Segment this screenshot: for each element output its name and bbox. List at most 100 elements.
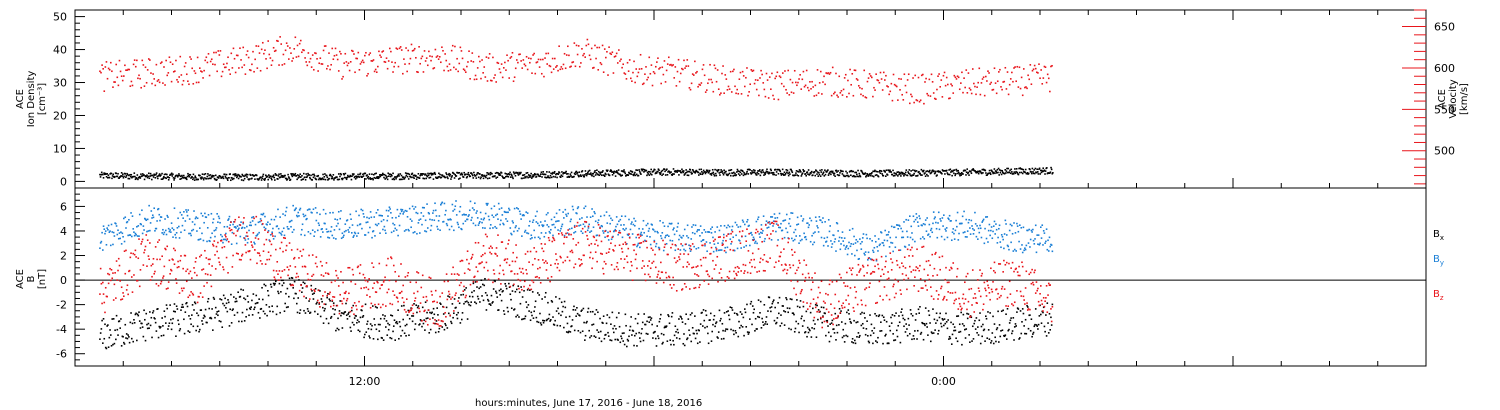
by-series-point	[371, 236, 373, 239]
by-series-point	[174, 233, 176, 236]
ion-density-series-point	[119, 175, 122, 178]
by-series-point	[151, 214, 154, 217]
ion-density-series-point	[599, 173, 602, 175]
by-series-point	[325, 228, 328, 230]
velocity-series-point	[697, 85, 699, 88]
velocity-series-point	[516, 59, 518, 61]
velocity-series-point	[233, 57, 236, 60]
ion-density-series-point	[801, 173, 803, 176]
bx-series-point	[349, 326, 352, 329]
velocity-series-point	[123, 75, 125, 77]
by-series-point	[778, 226, 780, 229]
bx-series-point	[248, 307, 251, 310]
ion-density-series-point	[827, 174, 830, 176]
velocity-series-point	[941, 96, 944, 98]
velocity-series-point	[860, 93, 862, 96]
ion-density-series-point	[526, 171, 529, 174]
bx-series-point	[228, 325, 231, 327]
by-series-point	[660, 237, 663, 240]
by-series-point	[792, 239, 795, 242]
by-series-point	[573, 231, 575, 234]
ion-density-series-point	[621, 174, 624, 177]
by-series-point	[221, 235, 224, 238]
velocity-series-point	[223, 66, 226, 69]
by-series-point	[253, 241, 255, 244]
by-series-point	[745, 244, 748, 247]
ion-density-series-point	[300, 179, 303, 181]
ion-density-series-point	[105, 173, 107, 175]
bx-series-point	[945, 312, 947, 315]
bx-series-point	[491, 302, 493, 304]
ion-density-series-point	[720, 169, 722, 171]
bx-series-point	[128, 336, 130, 338]
velocity-series-point	[851, 72, 854, 75]
ion-density-series-point	[595, 172, 598, 174]
ion-density-series-point	[337, 178, 339, 181]
bx-series-point	[452, 316, 454, 319]
ion-density-series-point	[809, 173, 811, 176]
ion-density-series-point	[900, 171, 903, 174]
by-series-point	[884, 229, 886, 232]
bx-series-point	[843, 341, 846, 343]
by-series-point	[692, 224, 695, 226]
bx-series-point	[964, 337, 967, 339]
by-series-point	[451, 203, 454, 206]
ion-density-series-point	[489, 171, 492, 174]
bx-series-point	[882, 316, 885, 319]
velocity-series-point	[294, 36, 297, 39]
ion-density-series-point	[451, 175, 453, 177]
bx-series-point	[229, 308, 231, 311]
ion-density-series-point	[871, 171, 873, 174]
bx-series-point	[112, 343, 114, 346]
ion-density-series-point	[120, 175, 122, 177]
velocity-series-point	[280, 43, 283, 45]
ion-density-series-point	[620, 170, 623, 172]
by-series-point	[170, 231, 172, 233]
ion-density-series-point	[846, 172, 848, 174]
bx-series-point	[1007, 329, 1010, 332]
bx-series-point	[1049, 329, 1052, 331]
ion-density-series-point	[278, 173, 280, 175]
ion-density-series-point	[857, 175, 860, 178]
ion-density-series-point	[180, 177, 183, 180]
ion-density-series-point	[321, 178, 323, 181]
velocity-series-point	[273, 50, 276, 53]
ion-density-series-point	[268, 176, 271, 179]
ion-density-series-point	[950, 170, 953, 172]
bx-series-point	[599, 317, 601, 320]
bx-series-point	[757, 315, 759, 318]
by-series-point	[227, 218, 230, 220]
by-series-point	[566, 232, 569, 234]
by-series-point	[801, 220, 804, 222]
by-series-point	[871, 239, 873, 242]
ion-density-series-point	[173, 177, 176, 180]
ion-density-series-point	[350, 175, 352, 178]
by-series-point	[206, 240, 208, 243]
by-series-point	[145, 219, 148, 222]
ion-density-series-point	[340, 177, 343, 180]
ion-density-series-point	[545, 176, 548, 179]
ion-density-series-point	[920, 168, 923, 171]
ion-density-series-point	[208, 177, 211, 180]
bx-series-point	[743, 308, 746, 310]
bx-series-point	[723, 312, 726, 314]
by-series-point	[300, 233, 302, 236]
velocity-series-point	[684, 67, 686, 69]
ion-density-series-point	[795, 172, 797, 174]
velocity-series-point	[330, 63, 332, 66]
bx-series-point	[1025, 332, 1028, 335]
velocity-series-point	[812, 86, 814, 88]
ion-density-series-point	[939, 170, 941, 173]
bx-series-point	[584, 334, 587, 337]
bx-series-point	[257, 311, 260, 314]
ion-density-series-point	[213, 177, 216, 180]
velocity-series-point	[421, 55, 424, 58]
bx-series-point	[345, 302, 347, 305]
ion-density-series-point	[777, 168, 779, 171]
bx-series-point	[357, 329, 360, 332]
by-series-point	[386, 219, 389, 222]
by-series-point	[873, 246, 876, 249]
by-series-point	[342, 236, 344, 238]
ion-density-series-point	[1004, 169, 1007, 171]
ion-density-series-point	[804, 173, 807, 175]
